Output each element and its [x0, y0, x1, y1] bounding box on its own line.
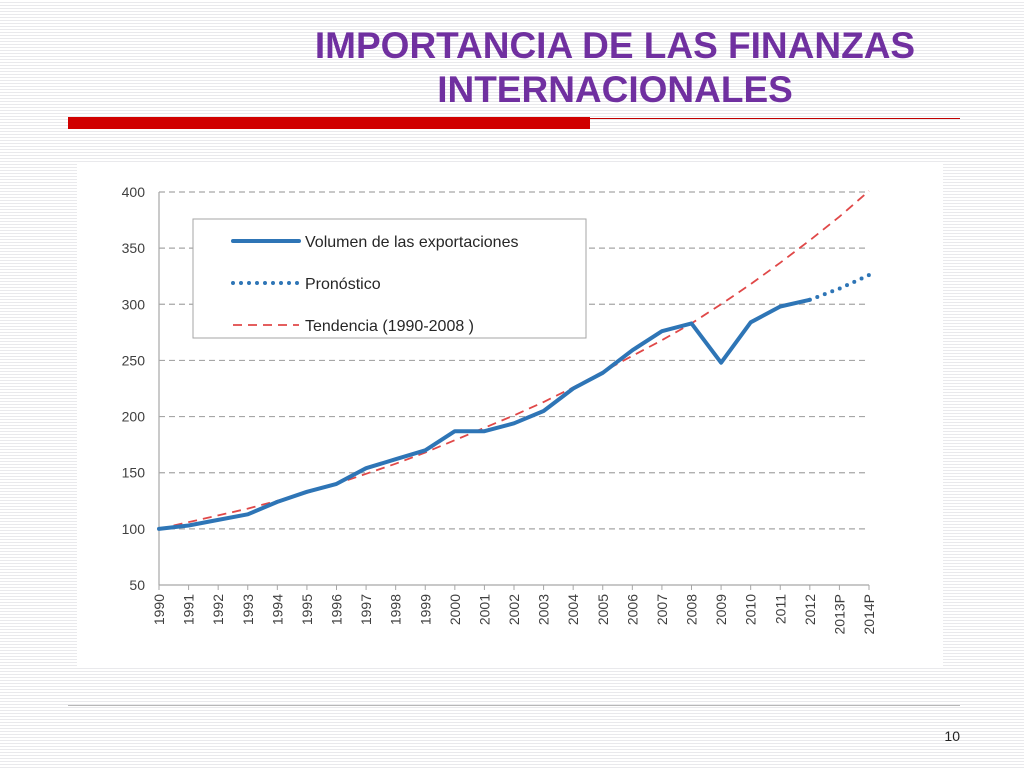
x-tick-label: 1992	[210, 594, 226, 625]
slide-title: IMPORTANCIA DE LAS FINANZAS INTERNACIONA…	[230, 24, 1000, 112]
x-tick-label: 2005	[595, 594, 611, 625]
axes	[158, 192, 870, 590]
x-tick-label: 2012	[802, 594, 818, 625]
x-tick-label: 1994	[269, 594, 285, 625]
x-tick-label: 2003	[536, 594, 552, 625]
x-tick-labels: 1990 1991 1992 1993 1994 1995 1996 1997 1998 1999…	[151, 594, 877, 635]
legend-label-pron-stico: Pronóstico	[305, 276, 381, 293]
x-tick-label: 2010	[743, 594, 759, 625]
series-line-volumen-de-las-exportaciones	[157, 297, 812, 531]
x-tick-label: 1995	[299, 594, 315, 625]
x-tick-label: 1990	[151, 594, 167, 625]
y-tick-label: 350	[122, 240, 146, 256]
x-tick-label: 2001	[476, 594, 492, 625]
x-tick-label: 2006	[624, 594, 640, 625]
y-tick-label: 300	[122, 296, 146, 312]
x-tick-label: 2013P	[831, 594, 847, 634]
x-tick-label: 2000	[447, 594, 463, 625]
y-tick-labels: 400 350 300 250 200 150 100 50	[122, 184, 146, 593]
x-tick-label: 1997	[358, 594, 374, 625]
x-tick-label: 1991	[181, 594, 197, 625]
legend-box	[192, 218, 587, 339]
x-tick-label: 2009	[713, 594, 729, 625]
y-tick-label: 100	[122, 521, 146, 537]
y-tick-label: 150	[122, 465, 146, 481]
y-tick-label: 400	[122, 184, 146, 200]
x-tick-label: 2011	[772, 594, 788, 624]
x-tick-label: 2014P	[861, 594, 877, 634]
x-tick-label: 2002	[506, 594, 522, 625]
footer-rule	[68, 705, 960, 706]
series-lines	[157, 190, 871, 531]
page-number: 10	[944, 728, 960, 744]
x-tick-label: 2007	[654, 594, 670, 625]
x-tick-label: 2004	[565, 594, 581, 625]
y-tick-label: 200	[122, 409, 146, 425]
x-tick-label: 1996	[329, 594, 345, 625]
slide-title-line-1: IMPORTANCIA DE LAS FINANZAS	[314, 25, 916, 66]
title-rule-thin	[590, 118, 960, 119]
y-tick-label: 250	[122, 352, 146, 368]
x-tick-label: 1993	[240, 594, 256, 625]
series-line-pron-stico	[807, 273, 871, 302]
y-tick-label: 50	[129, 577, 145, 593]
title-accent-bar	[68, 117, 590, 129]
slide-title-line-2: INTERNACIONALES	[437, 69, 793, 110]
export-volume-chart: 400 350 300 250 200 150 100 50 1990 1991 1992 1993…	[122, 184, 877, 635]
x-tick-label: 1999	[417, 594, 433, 625]
legend-label-volumen-de-las-exportaciones: Volumen de las exportaciones	[305, 234, 518, 251]
legend-label-tendencia-1990-2008: Tendencia (1990-2008 )	[305, 318, 474, 335]
x-tick-label: 2008	[684, 594, 700, 625]
x-tick-label: 1998	[388, 594, 404, 625]
legend: Volumen de las exportaciones Pronóstico Te…	[192, 218, 587, 339]
chart-panel: 400 350 300 250 200 150 100 50 1990 1991 1992 1993…	[77, 163, 943, 666]
